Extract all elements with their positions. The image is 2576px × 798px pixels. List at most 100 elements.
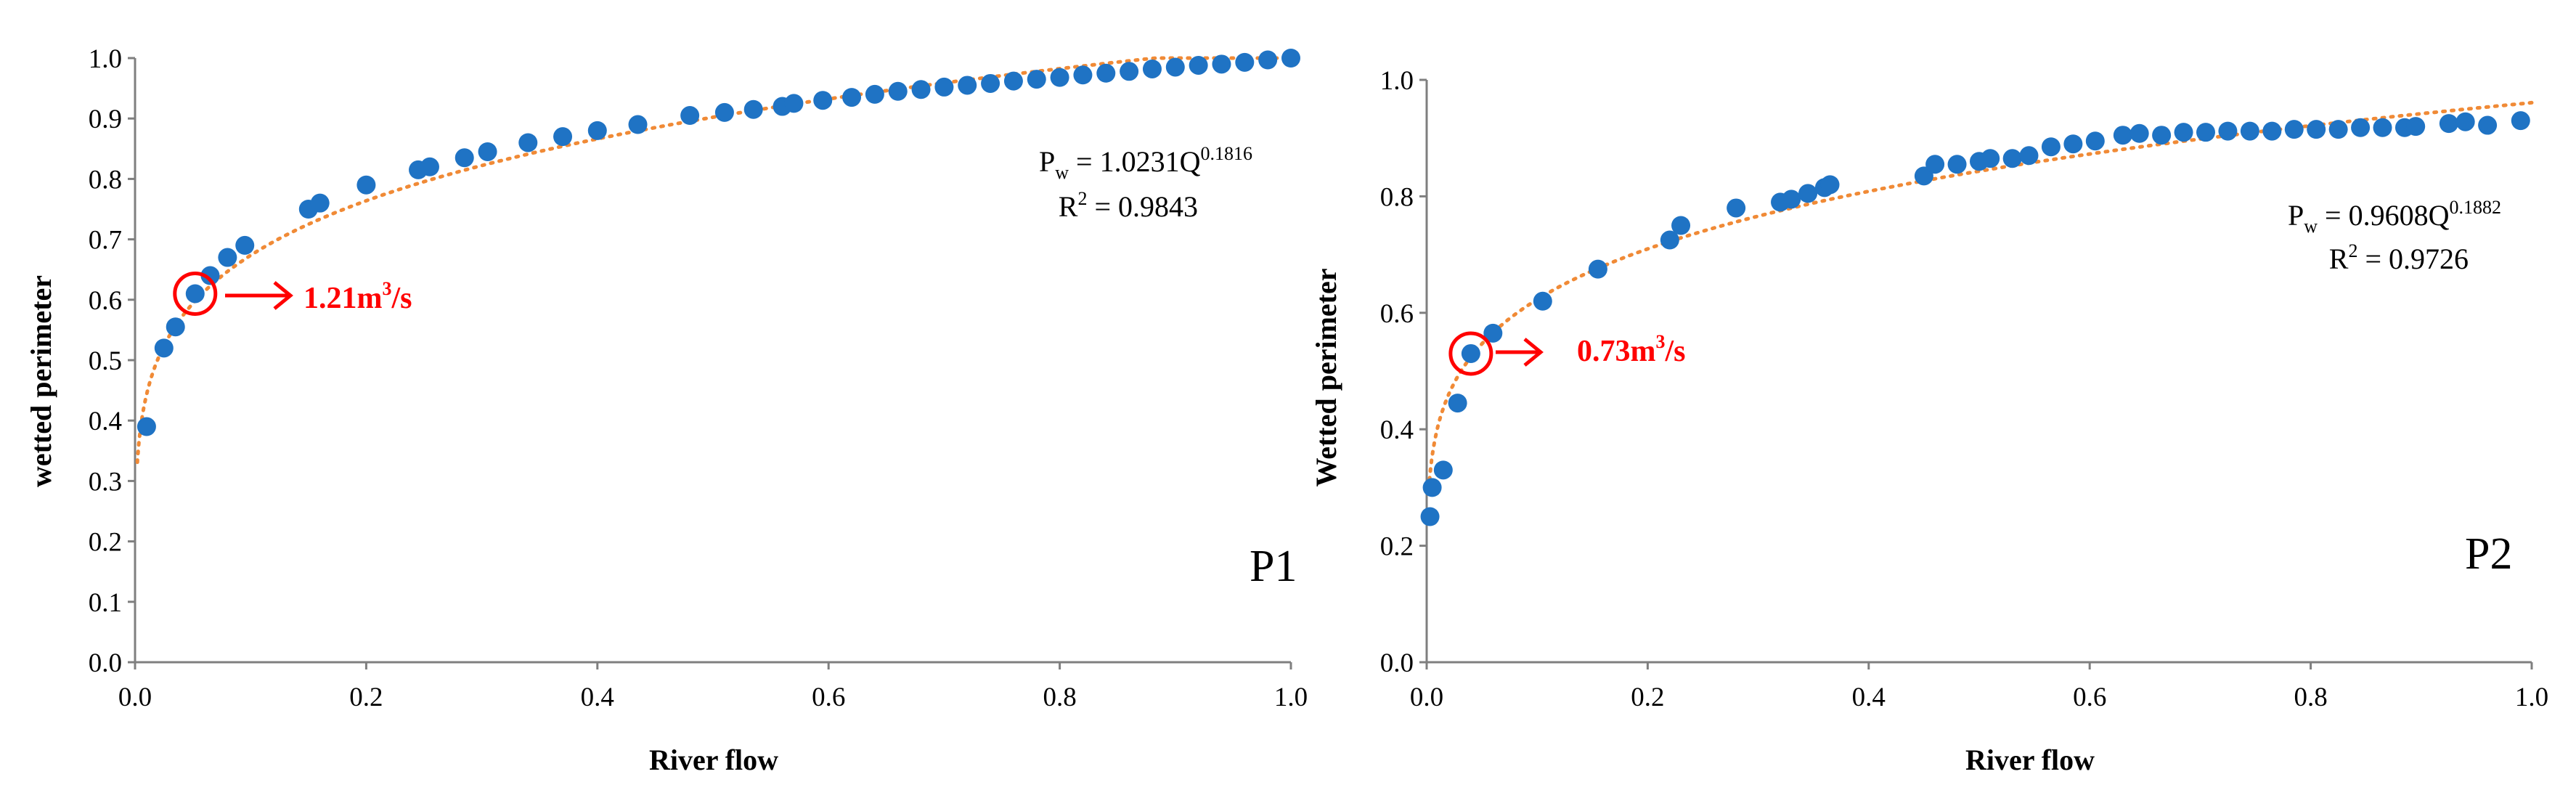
data-point	[1947, 155, 1967, 174]
data-point	[1461, 343, 1480, 363]
x-tick-label: 0.6	[2073, 683, 2106, 712]
data-point	[2174, 123, 2193, 142]
y-axis-title-p2: Wetted perimeter	[1310, 269, 1342, 487]
y-tick-label: 0.7	[89, 226, 122, 256]
data-point	[934, 77, 954, 97]
highlight-p2	[1448, 331, 1544, 376]
data-point	[842, 88, 862, 107]
data-point	[2041, 137, 2061, 157]
y-tick-label: 0.0	[89, 648, 122, 678]
y-axis-title-p1: wetted perimeter	[25, 275, 57, 487]
data-points-p1	[136, 49, 1300, 436]
data-point	[2511, 111, 2530, 131]
data-point	[1142, 59, 1162, 78]
data-point	[1422, 478, 1442, 497]
data-point	[680, 106, 700, 126]
data-point	[1120, 62, 1139, 81]
data-point	[1981, 149, 2000, 168]
data-point	[1235, 52, 1255, 72]
data-point	[1925, 155, 1945, 174]
highlight-circle	[1448, 331, 1493, 376]
data-point	[154, 338, 174, 358]
data-point	[2152, 126, 2172, 145]
data-point	[1258, 50, 1278, 70]
r-squared-p2: R2 = 0.9726	[2329, 240, 2469, 275]
x-axis-title-p2: River flow	[1965, 744, 2095, 776]
data-point	[1050, 68, 1069, 87]
x-tick-labels-p2: 0.0 0.2 0.4 0.6 0.8 1.0	[1410, 683, 2548, 712]
x-tick-label: 0.6	[812, 683, 845, 712]
arrow-head-icon	[1523, 338, 1544, 367]
data-point	[2455, 112, 2475, 131]
highlight-p1	[173, 271, 293, 316]
data-point	[2307, 120, 2326, 139]
data-point	[587, 121, 607, 140]
x-axis-title-p1: River flow	[649, 744, 778, 776]
data-point	[478, 142, 497, 161]
data-point	[235, 235, 255, 255]
data-point	[1073, 65, 1093, 85]
y-tick-labels-p2: 0.0 0.2 0.4 0.6 0.8 1.0	[1380, 66, 1414, 678]
data-point	[743, 99, 763, 119]
data-point	[1798, 184, 1818, 203]
data-point	[888, 81, 908, 101]
data-point	[2262, 121, 2282, 141]
data-point	[2240, 121, 2259, 141]
data-point	[1660, 230, 1679, 250]
y-tick-label: 0.4	[89, 407, 122, 436]
x-tick-label: 0.2	[349, 683, 383, 712]
data-point	[2129, 123, 2149, 143]
equation-p1: Pw = 1.0231Q0.1816	[1039, 143, 1252, 183]
y-tick-label: 0.2	[1380, 532, 1414, 562]
x-tick-label: 0.4	[1852, 683, 1886, 712]
data-point	[1533, 291, 1552, 311]
y-tick-label: 0.3	[89, 467, 122, 497]
chart-panel-p2: 0.0 0.2 0.4 0.6 0.8 1.0 0.0 0.2 0.4 0.6 0.8 1.0 Ri…	[1310, 66, 2548, 776]
highlight-circle	[173, 271, 218, 316]
data-point	[1027, 70, 1046, 89]
y-tick-labels-p1: 0.0 0.1 0.2 0.3 0.4 0.5 0.6 0.7 0.8 0.9 1.0	[89, 44, 122, 678]
data-point	[784, 94, 804, 113]
x-tick-label: 1.0	[2515, 683, 2548, 712]
chart-panel-p1: 0.0 0.1 0.2 0.3 0.4 0.5 0.6 0.7 0.8 0.9 1.0 0.0 0.2…	[25, 44, 1308, 776]
y-tick-label: 0.6	[89, 286, 122, 316]
data-point	[2113, 126, 2132, 145]
data-point	[356, 175, 376, 195]
data-point	[2085, 131, 2105, 151]
panel-label-p1: P1	[1250, 542, 1297, 591]
data-point	[2002, 149, 2022, 168]
data-point	[1727, 198, 1746, 218]
data-point	[1165, 57, 1185, 77]
x-tick-label: 0.8	[1043, 683, 1076, 712]
data-point	[1281, 49, 1300, 68]
data-point	[200, 266, 220, 285]
data-point	[958, 76, 977, 95]
trendline-p1	[135, 56, 1293, 465]
trendline-p2	[1427, 100, 2534, 491]
y-tick-label: 1.0	[89, 44, 122, 74]
data-point	[911, 80, 931, 99]
y-tick-label: 0.2	[89, 528, 122, 558]
x-tick-label: 1.0	[1274, 683, 1308, 712]
data-point	[1588, 259, 1607, 279]
data-points-p2	[1420, 111, 2530, 526]
data-point	[310, 193, 330, 213]
data-point	[2406, 117, 2426, 137]
data-point	[1189, 55, 1208, 75]
data-point	[813, 91, 833, 110]
data-point	[1212, 54, 1231, 74]
axes-p1	[128, 57, 1292, 669]
x-tick-label: 0.0	[1410, 683, 1443, 712]
data-point	[1448, 394, 1467, 413]
data-point	[1483, 323, 1503, 343]
x-tick-labels-p1: 0.0 0.2 0.4 0.6 0.8 1.0	[118, 683, 1308, 712]
data-point	[185, 284, 205, 304]
x-tick-label: 0.8	[2294, 683, 2327, 712]
y-tick-label: 0.6	[1380, 299, 1414, 329]
data-point	[166, 317, 185, 337]
y-tick-label: 0.1	[89, 588, 122, 618]
y-tick-label: 0.5	[89, 346, 122, 376]
data-point	[2328, 120, 2348, 139]
data-point	[1782, 190, 1801, 209]
